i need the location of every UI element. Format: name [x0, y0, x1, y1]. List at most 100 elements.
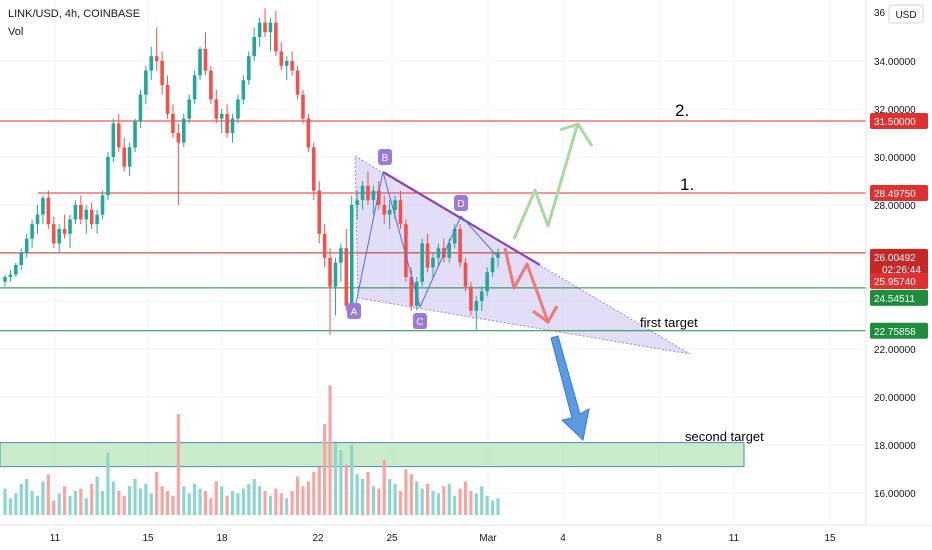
- volume-bar: [209, 498, 213, 515]
- candle-body: [479, 291, 484, 301]
- candle-body: [3, 277, 7, 282]
- volume-bar: [155, 471, 159, 515]
- candle-body: [268, 22, 273, 33]
- volume-bar: [19, 483, 23, 515]
- volume-bar: [14, 493, 18, 515]
- volume-bar: [420, 488, 424, 515]
- candle-body: [366, 185, 370, 201]
- volume-bar: [214, 481, 218, 515]
- volume-bar: [258, 486, 262, 515]
- candle-body: [317, 190, 322, 234]
- volume-bar: [128, 486, 132, 515]
- price-badge: [870, 273, 928, 290]
- currency-button-label: USD: [895, 10, 916, 21]
- x-tick-label: 15: [824, 533, 836, 544]
- volume-bar: [79, 488, 83, 515]
- volume-bar: [46, 474, 50, 515]
- candle-body: [328, 257, 332, 287]
- candle-body: [35, 214, 40, 225]
- volume-bar: [160, 486, 164, 515]
- volume-bar: [144, 483, 148, 515]
- candle-body: [41, 197, 45, 215]
- x-tick-label: 25: [386, 533, 398, 544]
- candle-body: [425, 243, 430, 268]
- volume-bar: [301, 486, 305, 515]
- pattern-point-badge: [347, 303, 361, 319]
- candle-body: [284, 61, 289, 66]
- y-tick-label: 28.00000: [874, 201, 916, 212]
- bullish-projection: [512, 125, 579, 240]
- price-badge-label: 26.00492: [874, 253, 916, 264]
- level-2-label: 2.: [675, 101, 689, 120]
- volume-bar: [193, 483, 197, 515]
- x-tick-label: Mar: [479, 533, 497, 544]
- candle-body: [344, 248, 349, 306]
- candle-body: [387, 209, 392, 215]
- bearish-arrowhead: [532, 305, 559, 325]
- candle-body: [209, 70, 213, 100]
- volume-bar: [117, 491, 121, 515]
- volume-bar: [149, 493, 153, 515]
- projection-arrows: [503, 122, 594, 441]
- candle-body: [160, 61, 164, 85]
- candle-body: [252, 37, 257, 57]
- candle-body: [171, 113, 175, 133]
- candle-body: [84, 209, 89, 220]
- volume-bar: [285, 498, 289, 515]
- candle-body: [176, 133, 181, 143]
- volume-bar: [474, 493, 478, 515]
- candle-body: [203, 49, 208, 71]
- candle-body: [246, 56, 251, 81]
- volume-bar: [3, 488, 7, 515]
- volume-bar: [328, 385, 332, 515]
- candle-body: [111, 123, 116, 157]
- y-tick-label: 18.00000: [874, 441, 916, 452]
- resistance-trendline[interactable]: [382, 171, 541, 266]
- volume-bar: [333, 443, 338, 515]
- x-axis[interactable]: 11 15 18 22 25 Mar 4 8 11 15: [0, 524, 932, 544]
- volume-bar: [138, 488, 143, 515]
- candle-body: [371, 190, 376, 201]
- volume-bar: [247, 483, 251, 515]
- candle-body: [301, 94, 305, 119]
- volume-bar: [398, 491, 403, 515]
- volume-bar: [57, 493, 61, 515]
- volume-bar: [111, 481, 115, 515]
- price-badge-label: 31.50000: [874, 117, 916, 128]
- volume-bar: [393, 483, 397, 515]
- y-tick-label-partial: 36: [874, 8, 886, 19]
- volume-bar: [133, 479, 137, 515]
- volume-bar: [274, 488, 278, 515]
- candle-body: [377, 190, 381, 205]
- candle-body: [463, 262, 468, 287]
- volume-bar: [295, 476, 300, 515]
- candle-body: [230, 118, 235, 133]
- candle-body: [89, 209, 94, 225]
- volume-bar: [203, 491, 208, 515]
- volume-bar: [371, 486, 375, 515]
- candle-body: [469, 286, 473, 311]
- candle-body: [46, 197, 51, 225]
- volume-bar: [463, 481, 468, 515]
- volume-bar: [182, 486, 186, 515]
- candle-body: [295, 70, 300, 95]
- candle-body: [149, 56, 154, 71]
- volume-bar: [480, 486, 484, 515]
- candle-body: [165, 85, 170, 114]
- candle-body: [398, 200, 403, 225]
- y-tick-label: 34.00000: [874, 57, 916, 68]
- volume-bar: [165, 491, 170, 515]
- candle-body: [382, 205, 387, 215]
- abcd-pattern: A B C D: [347, 149, 541, 329]
- candle-body: [95, 214, 99, 225]
- candle-body: [122, 147, 126, 167]
- candle-body: [490, 257, 495, 273]
- volume-bar: [62, 486, 67, 515]
- currency-button[interactable]: USD: [888, 4, 924, 24]
- candle-body: [312, 147, 316, 191]
- support-zone: [0, 442, 745, 468]
- volume-bar: [388, 479, 392, 515]
- y-tick-label: 30.00000: [874, 153, 916, 164]
- candle-body: [420, 243, 424, 282]
